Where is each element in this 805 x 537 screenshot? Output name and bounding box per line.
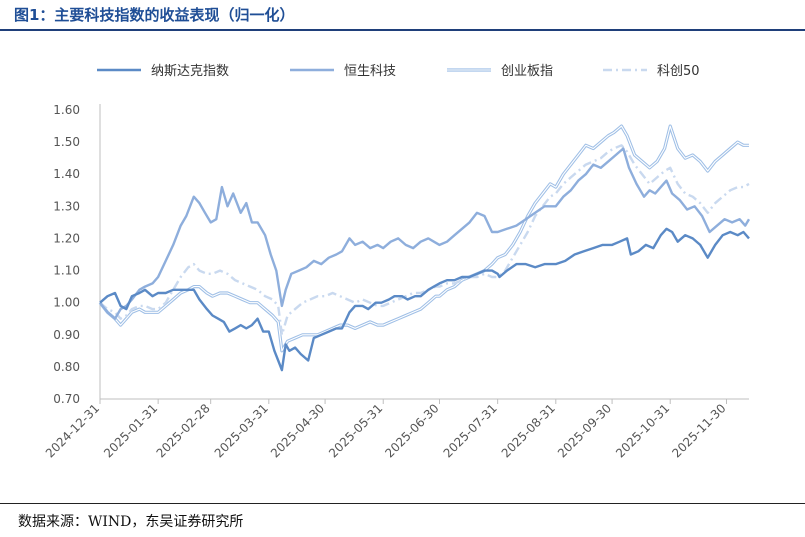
y-tick-label: 1.10 [53,264,80,278]
x-tick-label: 2025-09-30 [555,401,614,460]
y-tick-label: 1.00 [53,296,80,310]
x-tick-label: 2024-12-31 [43,401,102,460]
x-axis: 2024-12-312025-01-312025-02-282025-03-31… [43,398,749,460]
source-note: 数据来源：WIND，东吴证券研究所 [18,514,244,530]
y-tick-label: 1.50 [53,135,80,149]
series-line-0 [99,227,750,372]
y-tick-label: 1.60 [53,103,80,117]
y-tick-label: 0.80 [53,360,80,374]
y-tick-label: 0.70 [53,392,80,406]
y-tick-label: 1.40 [53,167,80,181]
series-line-1 [99,147,751,320]
legend-label: 恒生科技 [344,64,396,79]
x-tick-label: 2025-07-31 [441,401,500,460]
legend: 纳斯达克指数 恒生科技 创业板指 科创50 [97,64,700,79]
x-tick-label: 2025-08-31 [499,401,558,460]
series-line-2-outer [98,124,749,353]
series-line-3 [99,144,750,336]
y-tick-label: 1.30 [53,199,80,213]
legend-label: 科创50 [657,64,700,79]
line-chart: 0.70 0.80 0.90 1.00 1.10 1.20 1.30 1.40 1.50 1.60… [43,64,751,460]
series-lines [98,124,751,372]
legend-label: 纳斯达克指数 [151,64,229,79]
x-tick-label: 2025-05-31 [326,401,385,460]
x-tick-label: 2025-10-31 [613,401,672,460]
y-tick-label: 1.20 [53,231,80,245]
y-tick-label: 0.90 [53,328,80,342]
x-tick-label: 2025-01-31 [101,401,160,460]
y-axis: 0.70 0.80 0.90 1.00 1.10 1.20 1.30 1.40 1.50 1.60 [53,103,101,406]
x-tick-label: 2025-02-28 [154,401,213,460]
series-line-2-inner [99,125,749,352]
x-tick-label: 2025-06-30 [382,401,441,460]
chart-title: 图1：主要科技指数的收益表现（归一化） [14,6,295,24]
x-tick-label: 2025-03-31 [212,401,271,460]
legend-label: 创业板指 [501,64,553,79]
footer-rule [0,503,805,504]
x-tick-label: 2025-04-30 [268,401,327,460]
x-tick-label: 2025-11-30 [669,401,728,460]
title-underline [0,29,805,31]
